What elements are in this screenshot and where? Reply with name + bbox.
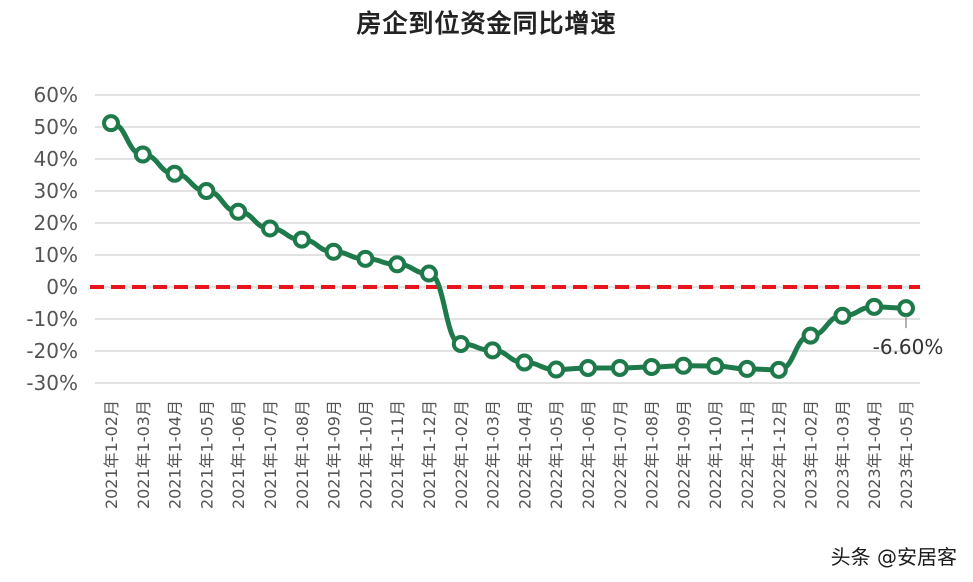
data-point [897,299,915,318]
x-tick-label: 2021年1-02月 [102,400,121,509]
data-point [769,360,788,379]
y-tick-label: 30% [34,179,78,203]
y-tick-label: 40% [34,147,78,171]
x-tick-label: 2021年1-08月 [293,400,312,509]
y-tick-label: 0% [46,275,78,299]
data-point [165,164,184,183]
x-tick-label: 2021年1-11月 [388,400,407,509]
data-point [579,358,597,377]
y-tick-label: 20% [34,211,78,235]
data-point [451,334,470,353]
y-tick-label: 10% [34,243,78,267]
data-point [547,360,566,379]
x-tick-label: 2022年1-09月 [674,400,693,509]
data-labels: -6.60% [873,316,944,359]
x-tick-label: 2021年1-10月 [356,400,375,509]
x-tick-label: 2021年1-12月 [420,400,439,509]
chart-title: 房企到位资金同比增速 [356,9,617,38]
y-axis-ticks: 60% 50% 40% 30% 20% 10% 0% -10% -20% -30% [26,83,78,395]
y-tick-label: -30% [26,371,78,395]
x-tick-label: 2023年1-05月 [897,400,916,509]
data-point [356,249,375,268]
data-point [133,145,152,164]
x-tick-label: 2021年1-09月 [325,400,344,509]
data-point [261,219,279,238]
data-point [197,182,216,200]
data-point [515,353,534,372]
x-tick-label: 2021年1-04月 [166,400,185,509]
x-tick-label: 2021年1-06月 [229,400,248,509]
y-tick-label: -10% [26,307,78,331]
series-line [108,120,909,373]
data-label: -6.60% [873,335,944,359]
y-tick-label: 60% [34,83,78,107]
x-tick-label: 2022年1-12月 [770,400,789,509]
data-point [706,357,725,376]
data-point [833,306,852,325]
data-point [483,341,502,360]
gridlines [95,94,920,384]
data-point [801,326,820,345]
x-axis-ticks: 2021年1-02月 2021年1-03月 2021年1-04月 2021年1-05月… [102,400,916,509]
x-tick-label: 2022年1-07月 [611,400,630,509]
data-point [738,359,756,378]
x-tick-label: 2022年1-11月 [738,400,757,509]
x-tick-label: 2022年1-10月 [706,400,725,509]
x-tick-label: 2022年1-03月 [484,400,503,509]
data-point [388,255,407,274]
x-tick-label: 2023年1-04月 [865,400,884,509]
x-tick-label: 2022年1-06月 [579,400,598,509]
data-point [610,358,629,377]
data-point [324,242,343,261]
x-tick-label: 2022年1-08月 [643,400,662,509]
watermark-credit: 头条 @安居客 [830,545,957,569]
data-point [865,297,884,316]
x-tick-label: 2021年1-05月 [197,400,216,509]
y-tick-label: 50% [34,115,78,139]
x-tick-label: 2022年1-05月 [547,400,566,509]
data-point [674,356,693,375]
data-point [642,358,661,376]
y-tick-label: -20% [26,339,78,363]
x-tick-label: 2022年1-04月 [515,400,534,509]
x-tick-label: 2021年1-03月 [134,400,153,509]
data-point [420,264,438,283]
x-tick-label: 2023年1-03月 [833,400,852,509]
x-tick-label: 2022年1-02月 [452,400,471,509]
data-point [229,202,248,221]
x-tick-label: 2021年1-07月 [261,400,280,509]
data-point [292,230,311,249]
data-point [102,114,120,133]
series-line [108,120,909,373]
series-points [102,114,915,379]
x-tick-label: 2023年1-02月 [802,400,821,509]
